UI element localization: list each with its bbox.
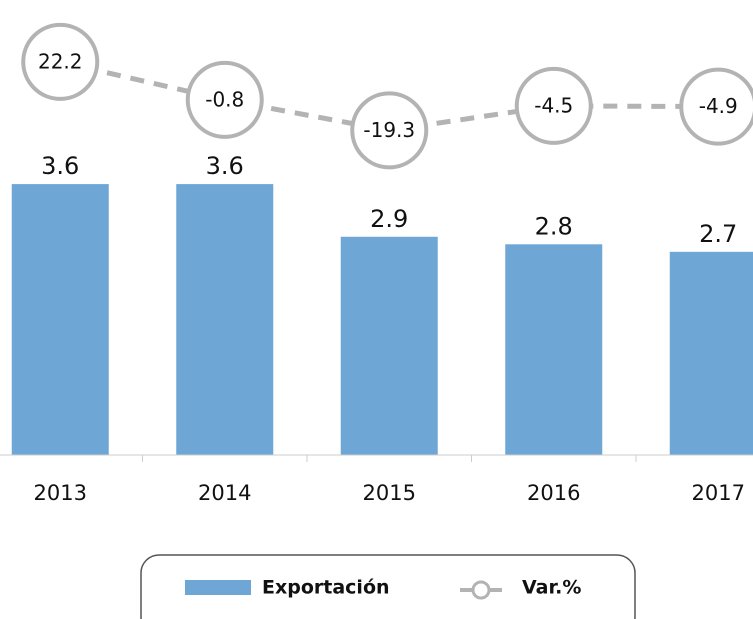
marker <box>350 91 429 170</box>
data-label: 2.8 <box>535 212 573 240</box>
x-tick-label: 2013 <box>34 481 87 505</box>
x-tick-label: 2014 <box>198 481 251 505</box>
legend-box <box>140 554 636 619</box>
bar <box>176 184 274 455</box>
legend-swatch <box>185 580 251 595</box>
data-label: 2.9 <box>370 205 408 233</box>
data-label: -4.9 <box>699 94 738 118</box>
legend-marker <box>471 580 491 600</box>
data-label: 3.6 <box>41 152 79 180</box>
bar <box>669 251 753 455</box>
x-tick-label: 2016 <box>527 481 580 505</box>
legend-label: Var.% <box>522 577 581 599</box>
marker <box>514 66 593 145</box>
data-label: 22.2 <box>38 49 83 73</box>
data-label: -4.5 <box>534 93 573 117</box>
bar <box>11 184 109 455</box>
bar <box>505 244 603 455</box>
legend-label: Exportación <box>262 577 390 599</box>
marker <box>21 22 100 101</box>
x-tick-label: 2017 <box>692 481 745 505</box>
marker <box>679 67 753 146</box>
data-label: -0.8 <box>205 87 244 111</box>
bar <box>340 236 438 455</box>
x-tick-label: 2015 <box>363 481 416 505</box>
marker <box>185 60 264 139</box>
data-label: 2.7 <box>699 220 737 248</box>
data-label: 3.6 <box>206 152 244 180</box>
data-label: -19.3 <box>363 118 415 142</box>
